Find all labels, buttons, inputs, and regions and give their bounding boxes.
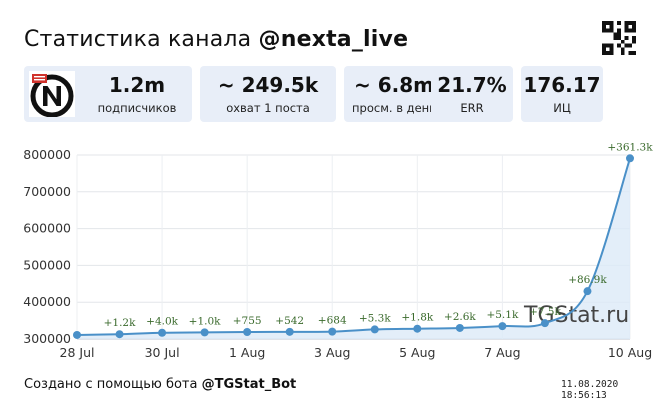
- reach-label: охват 1 поста: [226, 101, 310, 115]
- bot-name: @TGStat_Bot: [201, 377, 297, 392]
- channel-logo: [29, 71, 75, 117]
- reach-value: ~ 249.5k: [217, 73, 319, 97]
- data-label: +5.3k: [359, 312, 391, 324]
- data-point: [285, 327, 294, 336]
- title-prefix: Статистика канала: [24, 27, 259, 52]
- stat-card-reach: ~ 249.5k охват 1 поста: [200, 66, 336, 122]
- footer-credit: Создано с помощью бота @TGStat_Bot: [24, 377, 296, 392]
- data-point: [498, 322, 507, 331]
- data-label: +5.1k: [486, 309, 518, 321]
- data-point: [455, 323, 464, 332]
- y-tick-label: 800000: [23, 147, 71, 162]
- data-point: [158, 328, 167, 337]
- data-label: +361.3k: [607, 141, 653, 153]
- citation-index-label: ИЦ: [553, 101, 571, 115]
- y-tick-label: 400000: [23, 294, 71, 309]
- data-label: +1.2k: [104, 317, 136, 329]
- subscribers-chart: 300000 400000 500000 600000 700000 800000 28 J…: [23, 141, 653, 360]
- data-point: [413, 324, 422, 333]
- y-tick-label: 700000: [23, 184, 71, 199]
- data-label: +7.5k: [529, 306, 561, 318]
- data-point: [370, 325, 379, 334]
- data-point: [243, 328, 252, 337]
- stat-card-subscribers: 1.2m подписчиков: [24, 66, 192, 122]
- data-label: +755: [233, 315, 262, 327]
- err-label: ERR: [460, 101, 484, 115]
- x-tick-label: 1 Aug: [229, 345, 265, 360]
- y-tick-label: 300000: [23, 331, 71, 346]
- x-tick-label: 28 Jul: [60, 345, 95, 360]
- data-label: +1.0k: [189, 315, 221, 327]
- daily-views-label: просм. в день: [352, 101, 436, 115]
- subscribers-value: 1.2m: [108, 73, 166, 97]
- subscribers-label: подписчиков: [97, 101, 177, 115]
- stat-card-daily-views: ~ 6.8m просм. в день: [344, 66, 444, 122]
- data-point: [200, 328, 209, 337]
- stat-card-citation-index: 176.17 ИЦ: [521, 66, 603, 122]
- data-label: +684: [318, 315, 347, 327]
- citation-index-value: 176.17: [523, 73, 601, 97]
- series-area: [77, 158, 630, 339]
- data-point: [328, 327, 337, 336]
- data-label: +2.6k: [444, 311, 476, 323]
- data-point: [73, 330, 81, 339]
- x-tick-label: 3 Aug: [314, 345, 350, 360]
- err-value: 21.7%: [437, 73, 507, 97]
- channel-name: @nexta_live: [258, 27, 409, 52]
- x-tick-label: 7 Aug: [484, 345, 520, 360]
- stat-card-err: 21.7% ERR: [431, 66, 513, 122]
- data-label: +4.0k: [146, 316, 178, 328]
- footer-text: Создано с помощью бота: [24, 377, 202, 392]
- data-label: +1.8k: [401, 312, 433, 324]
- data-point: [626, 154, 634, 163]
- x-tick-label: 10 Aug: [608, 345, 652, 360]
- page-title: Статистика канала @nexta_live: [24, 27, 408, 52]
- data-point: [540, 319, 549, 328]
- daily-views-value: ~ 6.8m: [354, 73, 434, 97]
- x-tick-label: 30 Jul: [145, 345, 180, 360]
- data-label: +86.9k: [568, 274, 607, 286]
- data-point: [583, 287, 592, 296]
- y-tick-label: 500000: [23, 257, 71, 272]
- timestamp: 11.08.2020 18:56:13: [561, 379, 619, 401]
- x-tick-label: 5 Aug: [399, 345, 435, 360]
- data-label: +542: [275, 315, 304, 327]
- data-point: [115, 330, 124, 339]
- y-tick-label: 600000: [23, 221, 71, 236]
- qr-code-icon: [602, 21, 636, 55]
